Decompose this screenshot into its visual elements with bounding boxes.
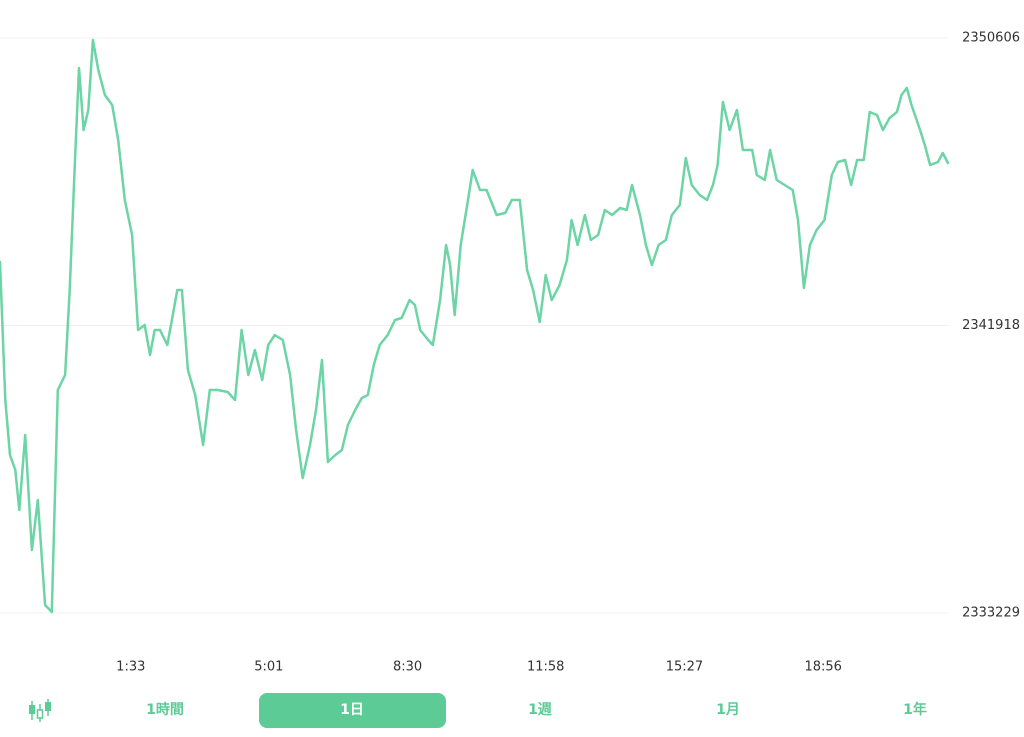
- x-tick-label: 1:33: [116, 660, 145, 675]
- chart: 2333229 2341918 2350606 1:33 5:01 8:30 11:58 15…: [0, 31, 1020, 675]
- x-tick-label: 11:58: [527, 660, 564, 675]
- x-tick-label: 5:01: [254, 660, 283, 675]
- chart-type-icon[interactable]: [25, 696, 55, 726]
- x-tick-label: 18:56: [804, 660, 841, 675]
- y-tick-label: 2333229: [962, 606, 1020, 621]
- range-tab[interactable]: 1年: [903, 702, 927, 718]
- range-tab[interactable]: 1時間: [146, 702, 184, 718]
- range-tab[interactable]: 1日: [258, 693, 446, 728]
- range-tab[interactable]: 1月: [716, 702, 740, 718]
- y-tick-label: 2350606: [962, 31, 1020, 46]
- y-tick-label: 2341918: [962, 318, 1020, 333]
- price-line: [0, 38, 950, 614]
- x-tick-label: 8:30: [393, 660, 422, 675]
- x-tick-label: 15:27: [666, 660, 703, 675]
- range-tab[interactable]: 1週: [528, 702, 552, 718]
